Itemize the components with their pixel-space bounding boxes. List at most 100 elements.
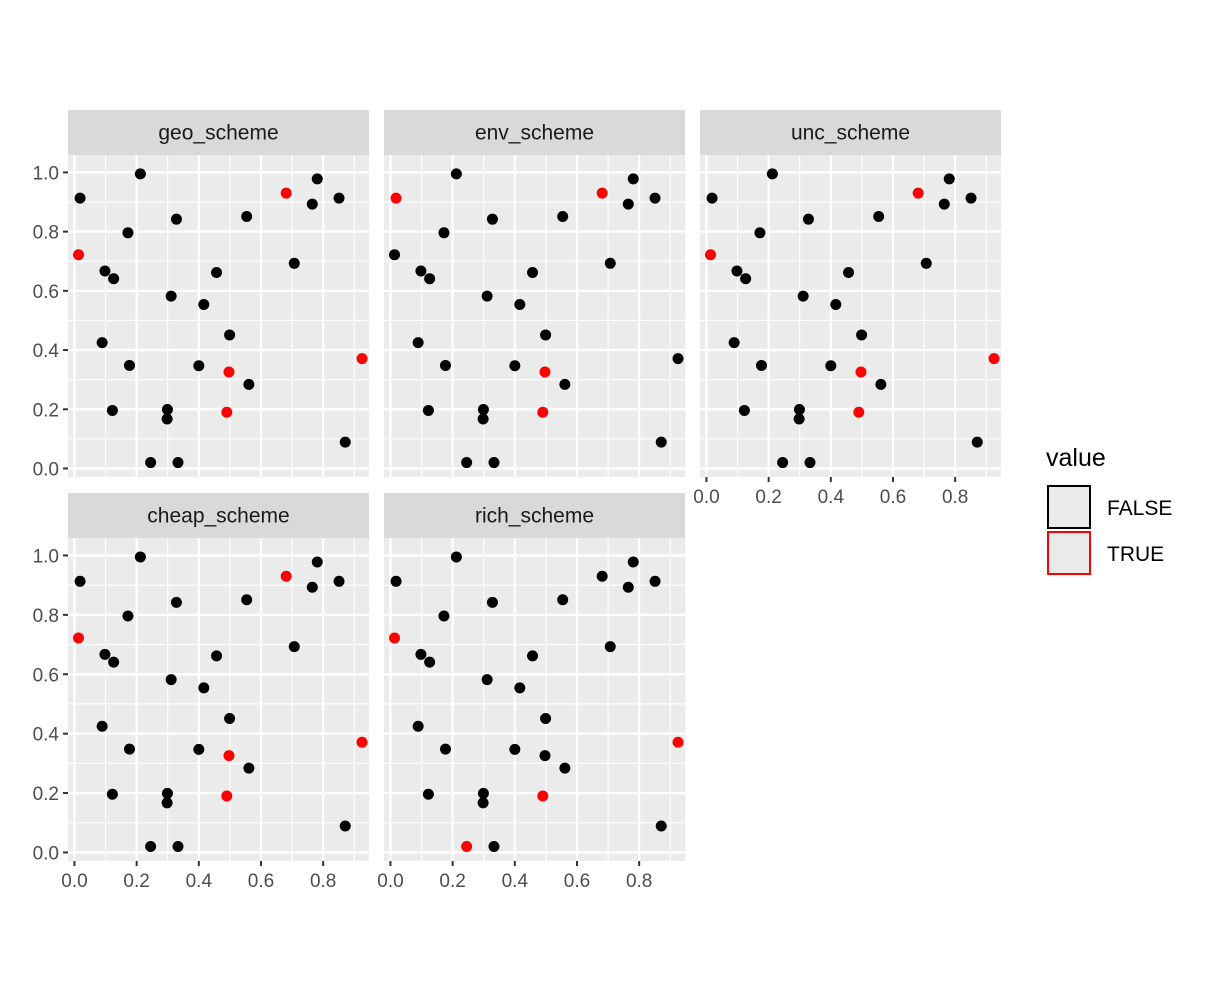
data-point-true [537, 790, 549, 802]
data-point-false [339, 436, 351, 448]
data-point-false [477, 404, 489, 416]
data-point-false [527, 650, 539, 662]
facet-strip-label: env_scheme [475, 122, 594, 145]
data-point-false [557, 211, 569, 223]
facet-strip [384, 493, 685, 538]
data-point-false [450, 168, 462, 180]
data-point-false [74, 575, 86, 587]
data-point-false [161, 404, 173, 416]
x-tick-label: 0.4 [818, 487, 845, 508]
x-tick-label: 0.8 [942, 487, 968, 508]
facet-strip-label: rich_scheme [475, 505, 594, 528]
facet-panel-cheap_scheme: cheap_scheme 0.0 0.2 0.4 0.6 0.8 0.0 0.2 0.4 0.6 0… [33, 493, 369, 892]
facet-panel-geo_scheme: geo_scheme 0.0 0.2 0.4 0.6 0.8 1.0 [33, 110, 369, 480]
data-point-false [390, 575, 402, 587]
data-point-true [356, 353, 368, 365]
data-point-false [165, 674, 177, 686]
facet-strip [384, 110, 685, 155]
data-point-false [655, 436, 667, 448]
data-point-false [333, 192, 345, 204]
data-point-false [241, 594, 253, 606]
data-point-true [223, 750, 235, 762]
data-point-false [243, 378, 255, 390]
data-point-true [672, 736, 684, 748]
data-point-false [439, 359, 451, 371]
data-point-true [223, 366, 235, 378]
y-tick-label: 0.6 [33, 282, 59, 303]
data-point-false [672, 353, 684, 365]
data-point-false [777, 457, 789, 469]
data-point-false [539, 750, 551, 762]
data-point-true [855, 366, 867, 378]
data-point-true [390, 192, 402, 204]
data-point-false [793, 413, 805, 425]
data-point-false [731, 265, 743, 277]
data-point-false [224, 713, 236, 725]
data-point-false [706, 192, 718, 204]
data-point-true [988, 353, 1000, 365]
panel-background [384, 155, 685, 477]
data-point-false [559, 762, 571, 774]
data-point-false [106, 404, 118, 416]
data-point-false [211, 650, 223, 662]
data-point-true [596, 187, 608, 199]
data-point-false [288, 641, 300, 653]
data-point-false [306, 198, 318, 210]
facet-strip-label: geo_scheme [158, 122, 278, 145]
data-point-true [853, 406, 865, 418]
data-point-false [415, 265, 427, 277]
data-point-false [99, 265, 111, 277]
data-point-false [488, 457, 500, 469]
data-point-false [943, 173, 955, 185]
data-point-false [424, 273, 436, 285]
data-point-false [241, 211, 253, 223]
data-point-false [655, 820, 667, 832]
data-point-false [755, 359, 767, 371]
facet-strip-label: cheap_scheme [147, 505, 289, 528]
x-tick-label: 0.2 [439, 871, 465, 892]
data-point-false [740, 273, 752, 285]
data-point-false [481, 290, 493, 302]
data-point-false [412, 720, 424, 732]
x-tick-label: 0.6 [248, 871, 274, 892]
data-point-false [622, 198, 634, 210]
data-point-false [161, 797, 173, 809]
data-point-false [627, 556, 639, 568]
y-tick-label: 0.4 [33, 341, 60, 362]
data-point-false [477, 787, 489, 799]
data-point-false [108, 656, 120, 668]
facet-strip [700, 110, 1001, 155]
data-point-true [912, 187, 924, 199]
x-tick-label: 0.6 [880, 487, 906, 508]
data-point-false [123, 743, 135, 755]
data-point-false [856, 329, 868, 341]
data-point-false [134, 168, 146, 180]
y-tick-label: 0.8 [33, 223, 59, 244]
panel-background [700, 155, 1001, 477]
y-tick-label: 0.0 [33, 843, 59, 864]
data-point-false [422, 404, 434, 416]
y-tick-label: 0.6 [33, 665, 59, 686]
data-point-false [728, 337, 740, 349]
data-point-false [604, 641, 616, 653]
data-point-false [161, 787, 173, 799]
data-point-false [649, 192, 661, 204]
legend-key-true [1047, 531, 1091, 575]
data-point-true [221, 790, 233, 802]
panel-background [68, 155, 369, 477]
data-point-false [450, 551, 462, 563]
data-point-false [108, 273, 120, 285]
y-tick-label: 1.0 [33, 163, 59, 184]
x-tick-label: 0.8 [626, 871, 652, 892]
data-point-false [971, 436, 983, 448]
x-tick-label: 0.8 [310, 871, 336, 892]
data-point-false [96, 720, 108, 732]
data-point-false [438, 227, 450, 239]
data-point-false [172, 841, 184, 853]
data-point-false [627, 173, 639, 185]
data-point-false [477, 797, 489, 809]
data-point-false [333, 575, 345, 587]
data-point-true [389, 632, 401, 644]
data-point-false [649, 575, 661, 587]
